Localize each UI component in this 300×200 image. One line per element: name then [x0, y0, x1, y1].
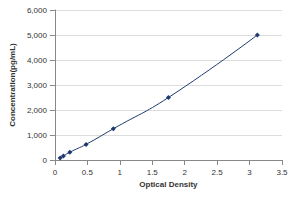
svg-text:0: 0 — [42, 156, 47, 165]
svg-text:6,000: 6,000 — [27, 6, 48, 15]
svg-text:3: 3 — [247, 168, 252, 177]
svg-text:2: 2 — [182, 168, 187, 177]
svg-text:2,000: 2,000 — [27, 106, 48, 115]
svg-text:5,000: 5,000 — [27, 31, 48, 40]
svg-text:1: 1 — [118, 168, 123, 177]
svg-text:0: 0 — [53, 168, 58, 177]
svg-text:2.5: 2.5 — [212, 168, 224, 177]
svg-text:0.5: 0.5 — [82, 168, 94, 177]
svg-text:1.5: 1.5 — [147, 168, 159, 177]
svg-text:1,000: 1,000 — [27, 131, 48, 140]
svg-text:Optical Density: Optical Density — [139, 180, 198, 189]
svg-text:Concentration(pg/mL): Concentration(pg/mL) — [8, 43, 17, 127]
svg-text:3,000: 3,000 — [27, 81, 48, 90]
svg-text:3.5: 3.5 — [276, 168, 288, 177]
svg-text:4,000: 4,000 — [27, 56, 48, 65]
